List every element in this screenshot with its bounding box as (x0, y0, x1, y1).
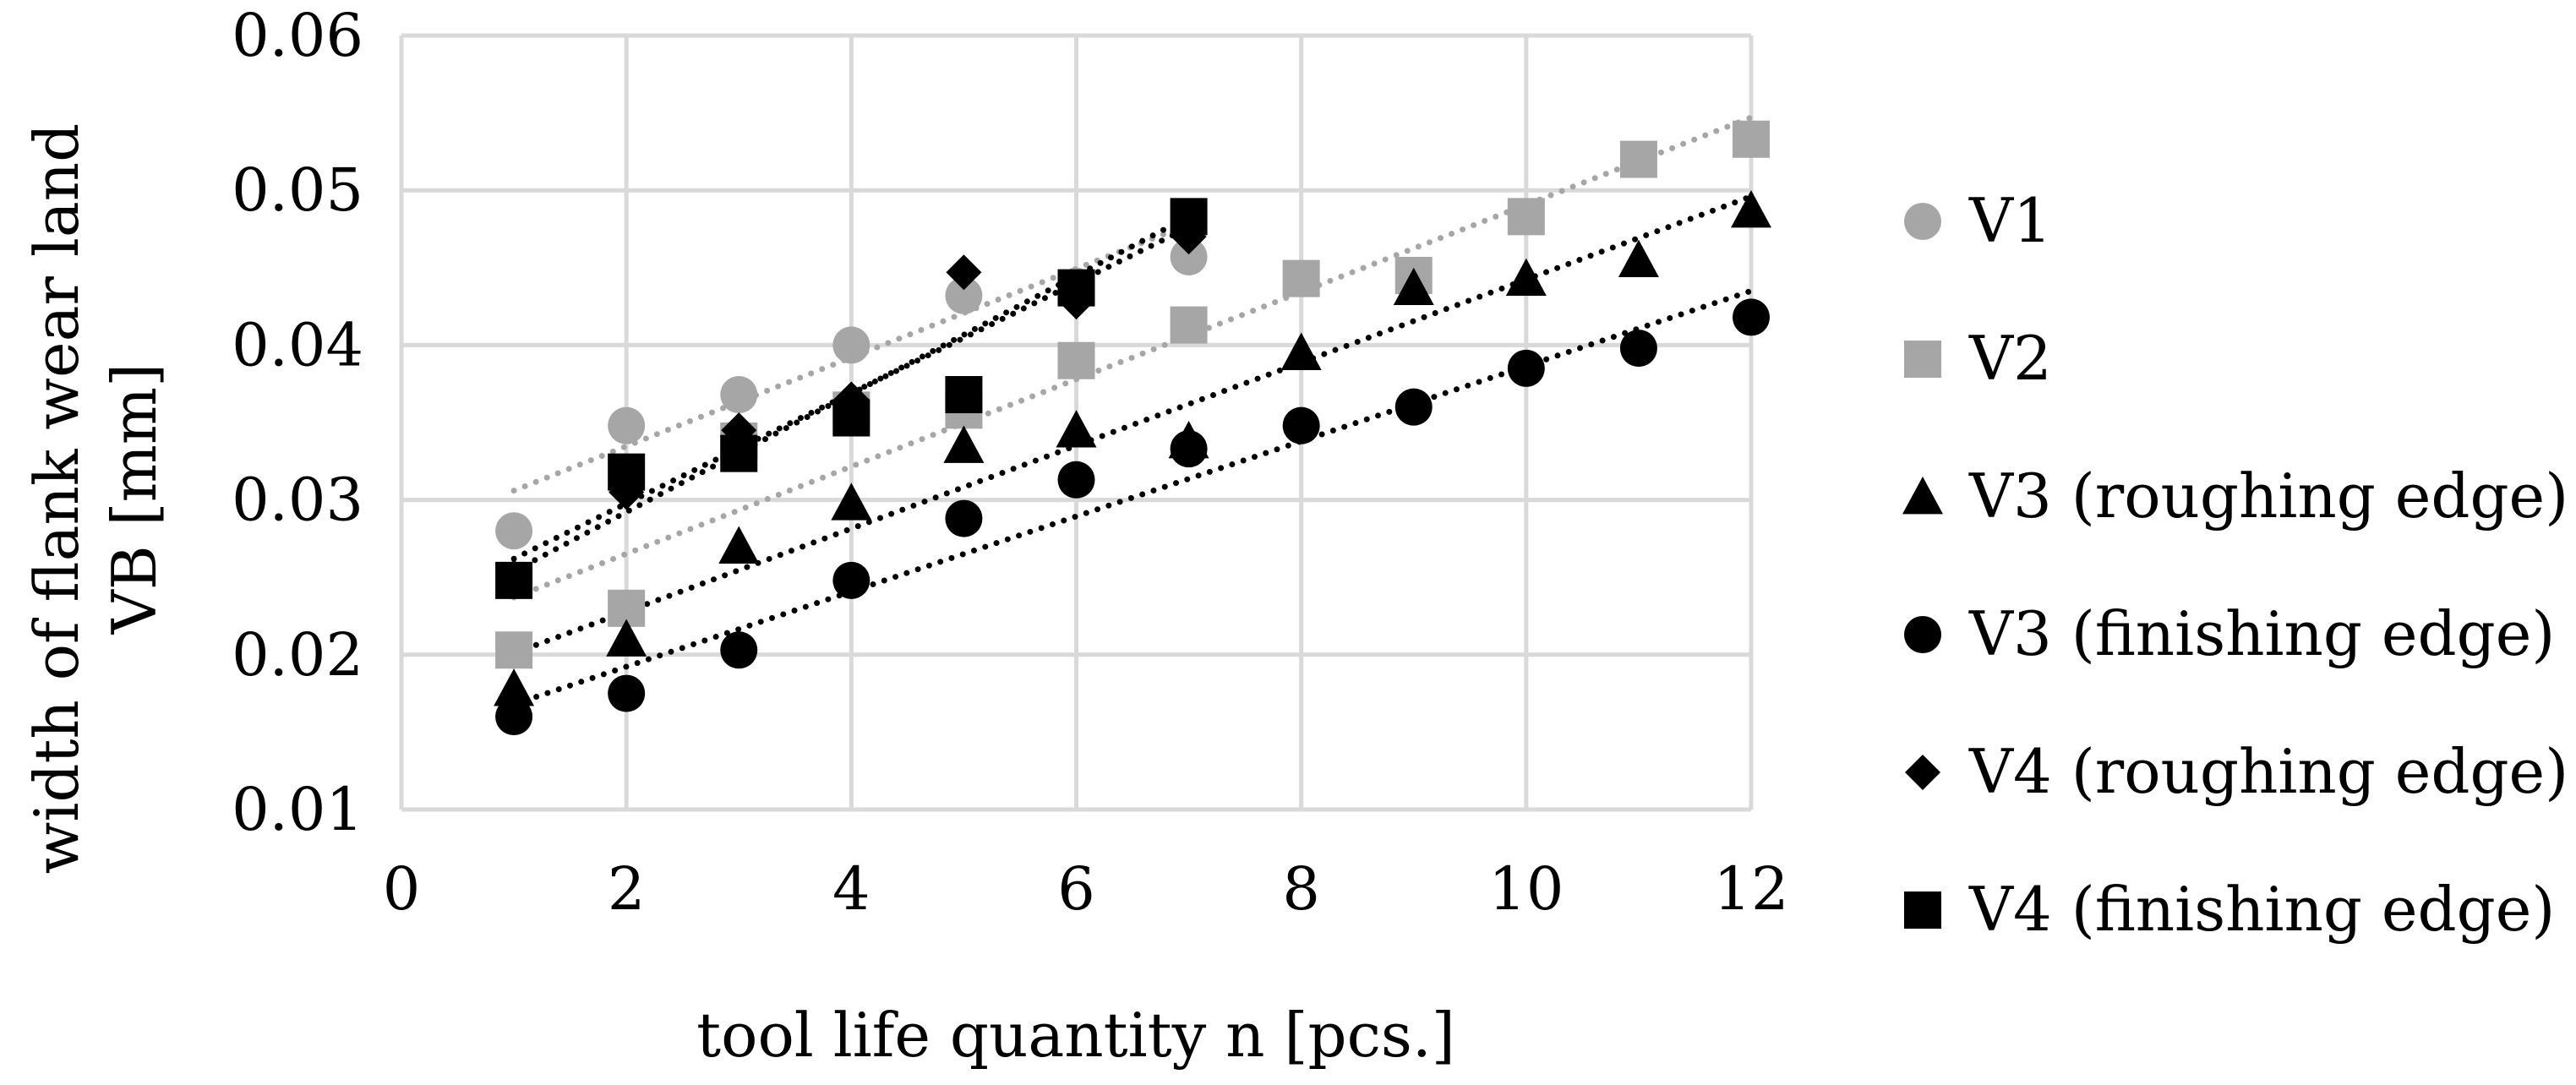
data-point (945, 499, 983, 537)
trendlines (510, 114, 1755, 707)
data-point (1731, 190, 1771, 228)
data-point (1170, 237, 1208, 275)
legend-label: V1 (1968, 185, 2052, 256)
data-point (720, 434, 758, 472)
data-point (945, 376, 983, 414)
series-6 (495, 198, 1208, 599)
data-point (718, 526, 760, 564)
legend-marker (1904, 203, 1941, 240)
data-point (1280, 332, 1322, 370)
data-point (606, 619, 647, 657)
y-tick-label: 0.06 (232, 1, 363, 70)
x-tick-label: 12 (1713, 854, 1788, 924)
data-point (1170, 430, 1208, 468)
legend-marker (1902, 477, 1943, 515)
data-point (1057, 461, 1095, 499)
data-point (831, 483, 872, 521)
legend-item: V1 (1904, 185, 2052, 256)
legend-item: V4 (finishing edge) (1904, 874, 2555, 945)
legend-item: V3 (roughing edge) (1902, 461, 2568, 532)
x-tick-label: 2 (608, 854, 646, 924)
data-point (494, 668, 535, 706)
data-point (1733, 120, 1770, 158)
data-point (1057, 341, 1095, 379)
data-point (495, 561, 533, 599)
data-point (1619, 140, 1657, 178)
data-point (1505, 258, 1547, 297)
trendline-series-4 (510, 287, 1755, 707)
y-tick-label: 0.04 (232, 310, 363, 379)
y-axis-title-group: width of flank wear land VB [mm] (21, 123, 170, 875)
data-point (1619, 330, 1657, 368)
trendline-series-2 (510, 114, 1755, 601)
y-axis-title-line-2: VB [mm] (99, 363, 170, 635)
legend-item: V4 (roughing edge) (1905, 736, 2568, 807)
data-point (495, 698, 533, 736)
legend-item: V3 (finishing edge) (1904, 598, 2555, 669)
y-axis-title-line-1: width of flank wear land (21, 123, 92, 875)
x-axis-title: tool life quantity n [pcs.] (696, 1000, 1455, 1071)
legend: V1 V2 V3 (roughing edge) V3 (finishing edge… (1902, 185, 2568, 945)
data-point (832, 326, 870, 364)
data-point (1170, 306, 1208, 344)
x-tick-label: 0 (383, 854, 421, 924)
data-point (495, 512, 533, 550)
series-4 (495, 298, 1770, 736)
legend-marker (1904, 891, 1941, 929)
trendline-series-3 (510, 194, 1755, 657)
data-point (943, 425, 985, 463)
legend-label: V4 (roughing edge) (1968, 736, 2568, 807)
series-3 (494, 190, 1771, 706)
y-tick-label: 0.03 (232, 466, 363, 535)
x-tick-label: 6 (1057, 854, 1095, 924)
legend-label: V2 (1968, 323, 2052, 394)
legend-item: V2 (1904, 323, 2052, 394)
legend-label: V3 (roughing edge) (1968, 461, 2568, 532)
series-2 (495, 120, 1770, 669)
x-tick-label: 8 (1282, 854, 1320, 924)
data-point (832, 399, 870, 437)
data-point (1282, 406, 1320, 444)
data-point (720, 631, 758, 669)
legend-marker (1904, 616, 1941, 653)
data-point (720, 376, 758, 414)
data-point (1507, 198, 1545, 236)
data-point (1056, 410, 1097, 448)
data-point (608, 406, 646, 444)
data-point (495, 631, 533, 669)
y-tick-label: 0.01 (232, 775, 363, 844)
legend-marker (1905, 755, 1940, 790)
x-tick-label: 10 (1488, 854, 1564, 924)
y-tick-label: 0.02 (232, 620, 363, 690)
data-point (946, 254, 982, 291)
legend-label: V4 (finishing edge) (1968, 874, 2555, 945)
x-tick-label: 4 (832, 854, 870, 924)
data-point (1618, 239, 1659, 278)
data-point (1394, 388, 1433, 426)
data-point (1507, 349, 1545, 387)
data-point (1282, 259, 1320, 297)
data-markers (494, 120, 1771, 736)
data-point (608, 674, 646, 712)
data-point (608, 453, 646, 491)
legend-marker (1904, 341, 1941, 378)
data-point (945, 276, 983, 314)
data-point (1170, 198, 1208, 236)
y-tick-labels: 0.01 0.02 0.03 0.04 0.05 0.06 (232, 1, 363, 844)
data-point (1733, 298, 1770, 336)
x-tick-labels: 0 2 4 6 8 10 12 (383, 854, 1789, 924)
y-tick-label: 0.05 (232, 155, 363, 225)
data-point (1393, 267, 1434, 306)
data-point (1057, 269, 1095, 307)
legend-label: V3 (finishing edge) (1968, 598, 2555, 669)
data-point (832, 561, 870, 599)
